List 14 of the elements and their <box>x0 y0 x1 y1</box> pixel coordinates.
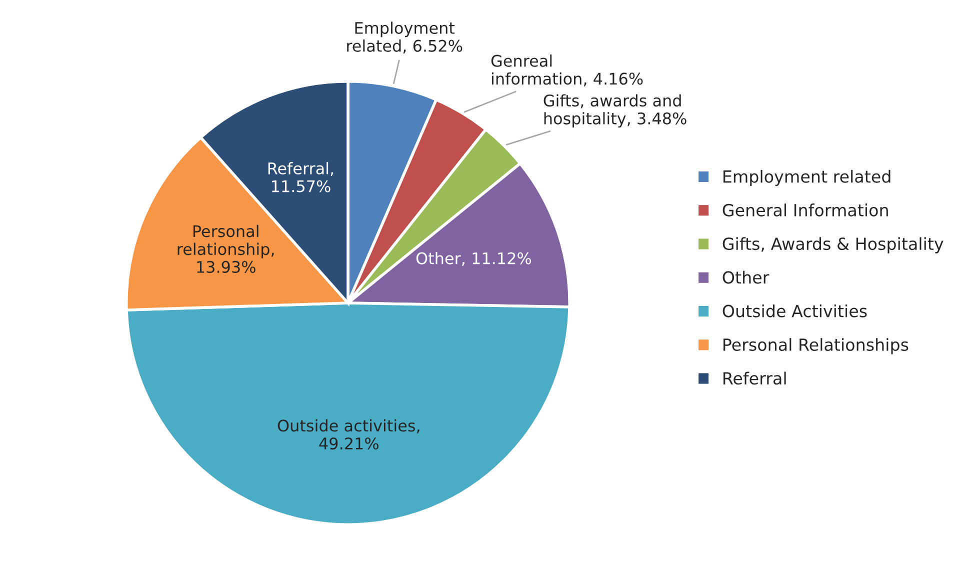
legend-label: Outside Activities <box>722 304 867 318</box>
data-label: Employment related, 6.52% <box>347 22 462 54</box>
legend-label: Other <box>722 270 770 284</box>
data-label: Genreal information, 4.16% <box>491 54 643 86</box>
legend-label: Employment related <box>724 170 890 186</box>
legend-label: Personal Relationships <box>724 338 908 354</box>
data-label: Other, 11.12% <box>416 252 532 266</box>
legend-label: Referral <box>724 372 786 385</box>
legend-label: Gifts, Awards & Hospitality <box>722 237 944 254</box>
data-label: Referral, 11.57% <box>268 162 334 192</box>
data-label: Outside activities, 49.21% <box>278 419 420 450</box>
data-label: Personal relationship, 13.93% <box>178 224 274 273</box>
data-label: Gifts, awards and hospitality, 3.48% <box>544 94 686 128</box>
legend-label: General Information <box>722 204 888 216</box>
